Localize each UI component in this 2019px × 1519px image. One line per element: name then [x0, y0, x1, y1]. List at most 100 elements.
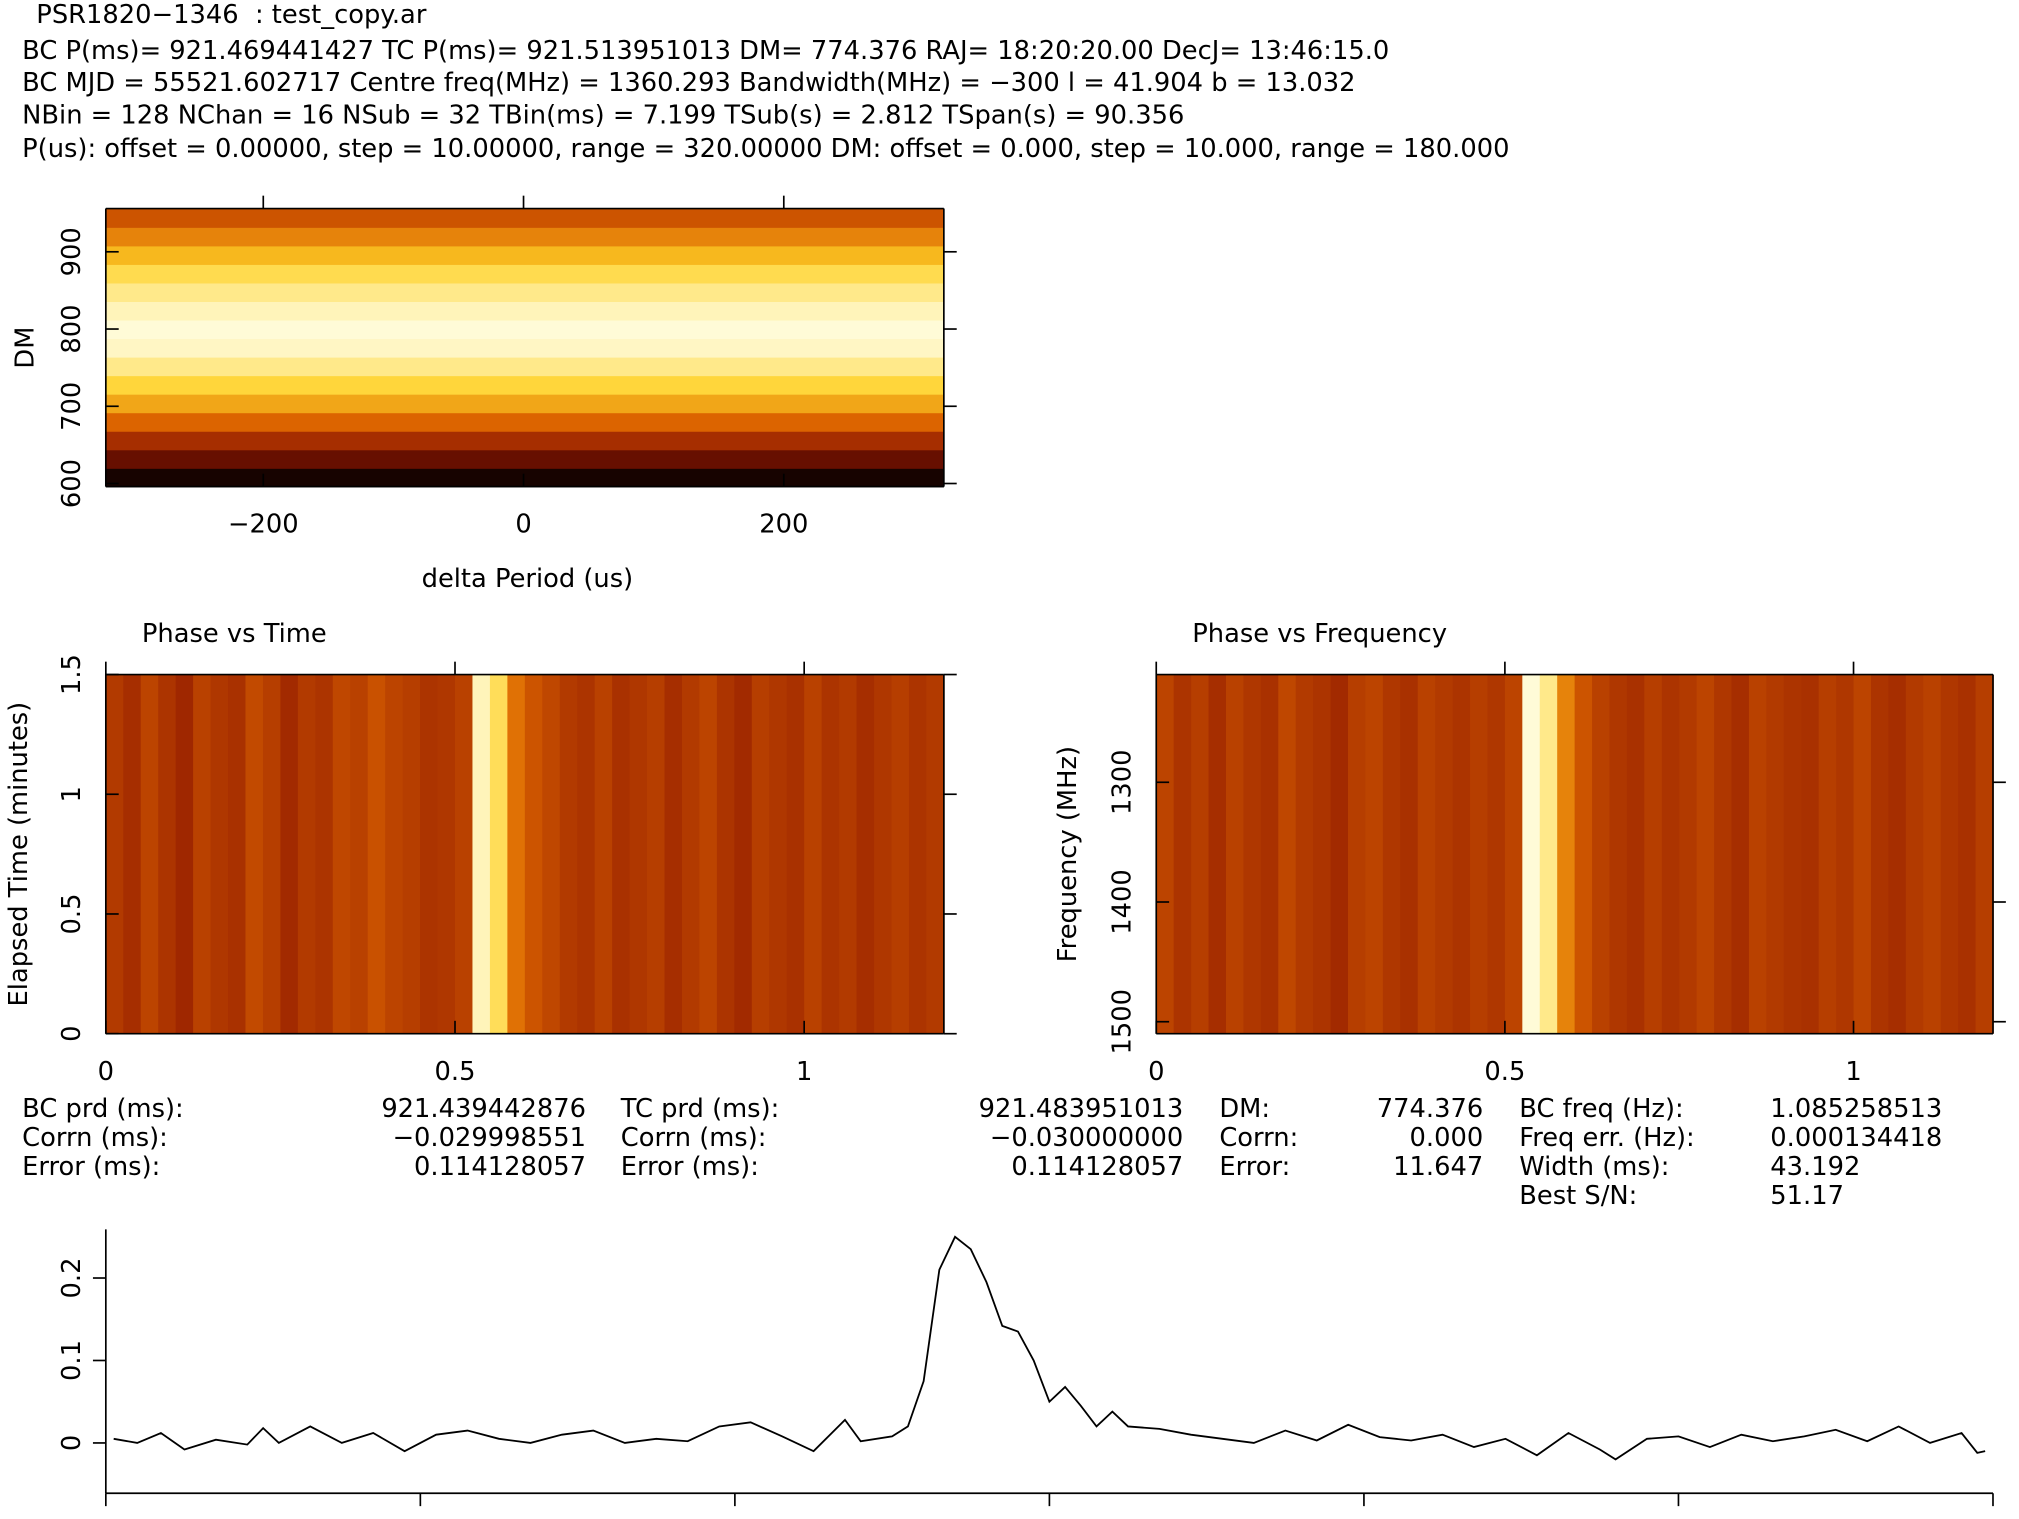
parameter-value: 43.192 — [1770, 1152, 1860, 1182]
heat-cell — [280, 674, 299, 1034]
heat-cell — [664, 674, 683, 1034]
heat-cell — [105, 449, 944, 469]
x-tick-label: 1.2 — [1973, 1516, 2014, 1519]
parameter-value: −0.029998551 — [392, 1123, 585, 1153]
heat-cell — [1748, 674, 1768, 1034]
heat-cell — [437, 674, 456, 1034]
heat-cell — [350, 674, 369, 1034]
heat-cell — [105, 375, 944, 395]
heat-cell — [1295, 674, 1314, 1034]
parameter-label: Width (ms): — [1519, 1152, 1669, 1182]
heat-cell — [193, 674, 212, 1034]
heat-cell — [105, 393, 944, 414]
heat-cell — [751, 674, 771, 1034]
y-tick-label: 1300 — [1107, 750, 1137, 816]
heat-cell — [297, 674, 317, 1034]
y-tick-label: 800 — [57, 304, 87, 353]
heat-cell — [1487, 674, 1506, 1034]
heat-cell — [891, 674, 910, 1034]
heat-cell — [262, 674, 282, 1034]
parameter-label: Error (ms): — [621, 1152, 759, 1182]
parameter-value: 1.085258513 — [1770, 1094, 1942, 1124]
heat-cell — [524, 674, 544, 1034]
y-tick-label: 900 — [57, 227, 87, 276]
header-object: PSR1820−1346 : test_copy.ar — [36, 0, 427, 30]
heat-cell — [1626, 674, 1646, 1034]
y-tick-label: 0.2 — [57, 1258, 87, 1299]
heat-cell — [577, 674, 596, 1034]
heat-cell — [315, 674, 334, 1034]
parameter-label: Error (ms): — [22, 1152, 160, 1182]
heat-cell — [210, 674, 229, 1034]
heat-cell — [1592, 674, 1611, 1034]
heat-cell — [1870, 674, 1890, 1034]
header-line: BC P(ms)= 921.469441427 TC P(ms)= 921.51… — [22, 36, 1389, 66]
parameter-value: 0.000134418 — [1770, 1123, 1942, 1153]
chart-title: Phase vs Time — [142, 619, 327, 649]
heat-cell — [1557, 674, 1576, 1034]
heat-cell — [367, 674, 386, 1034]
heat-cell — [1574, 674, 1593, 1034]
heat-cell — [332, 674, 352, 1034]
heat-cell — [1783, 674, 1803, 1034]
x-axis-label: delta Period (us) — [422, 564, 634, 594]
y-axis-label: Frequency (MHz) — [1053, 746, 1083, 962]
parameter-label: Corrn (ms): — [22, 1123, 168, 1153]
heat-cell — [856, 674, 875, 1034]
heat-cell — [926, 674, 945, 1034]
x-tick-label: −200 — [228, 510, 299, 540]
x-tick-label: 0.6 — [1029, 1516, 1070, 1519]
heat-cell — [105, 412, 944, 432]
heat-cell — [1958, 674, 1977, 1034]
heat-cell — [105, 468, 944, 488]
header-line: BC MJD = 55521.602717 Centre freq(MHz) =… — [22, 68, 1355, 98]
heat-cell — [804, 674, 823, 1034]
heat-cell — [1609, 674, 1628, 1034]
parameter-value: 921.439442876 — [381, 1094, 586, 1124]
heat-cell — [507, 674, 526, 1034]
chart-title: Phase vs Frequency — [1192, 619, 1447, 649]
heat-cell — [629, 674, 648, 1034]
parameter-value: 0.114128057 — [1011, 1152, 1183, 1182]
header-line: P(us): offset = 0.00000, step = 10.00000… — [22, 134, 1509, 164]
heat-cell — [716, 674, 736, 1034]
heat-cell — [1156, 674, 1175, 1034]
heat-cell — [228, 674, 247, 1034]
heat-cell — [105, 356, 944, 377]
x-tick-label: 1 — [1845, 1057, 1861, 1087]
heat-cell — [105, 674, 125, 1034]
heat-cell — [1365, 674, 1384, 1034]
parameter-value: 774.376 — [1377, 1094, 1483, 1124]
heat-cell — [1313, 674, 1332, 1034]
heat-cell — [385, 674, 404, 1034]
y-axis-label: Elapsed Time (minutes) — [4, 702, 34, 1007]
heat-cell — [769, 674, 788, 1034]
heat-cell — [1853, 674, 1872, 1034]
heat-cell — [1260, 674, 1280, 1034]
heat-cell — [1731, 674, 1750, 1034]
x-tick-label: 0.2 — [400, 1516, 441, 1519]
heat-cell — [821, 674, 840, 1034]
heat-cell — [105, 301, 944, 321]
heat-cell — [1504, 674, 1524, 1034]
heat-cell — [105, 282, 944, 302]
parameter-label: Best S/N: — [1519, 1181, 1637, 1211]
parameter-value: 0.000 — [1410, 1123, 1484, 1153]
heat-cell — [839, 674, 858, 1034]
heat-cell — [1923, 674, 1942, 1034]
heat-cell — [1208, 674, 1227, 1034]
x-tick-label: 0 — [98, 1516, 114, 1519]
heat-cell — [1191, 674, 1210, 1034]
heat-cell — [105, 227, 944, 247]
y-tick-label: 1500 — [1107, 989, 1137, 1055]
heat-cell — [105, 319, 944, 340]
heat-cell — [1836, 674, 1855, 1034]
heat-cell — [908, 674, 928, 1034]
heat-cell — [681, 674, 701, 1034]
heat-cell — [1522, 674, 1541, 1034]
x-tick-label: 1 — [796, 1057, 812, 1087]
y-tick-label: 1.5 — [57, 654, 87, 695]
heat-cell — [734, 674, 753, 1034]
heat-cell — [1644, 674, 1663, 1034]
heat-cell — [1696, 674, 1715, 1034]
